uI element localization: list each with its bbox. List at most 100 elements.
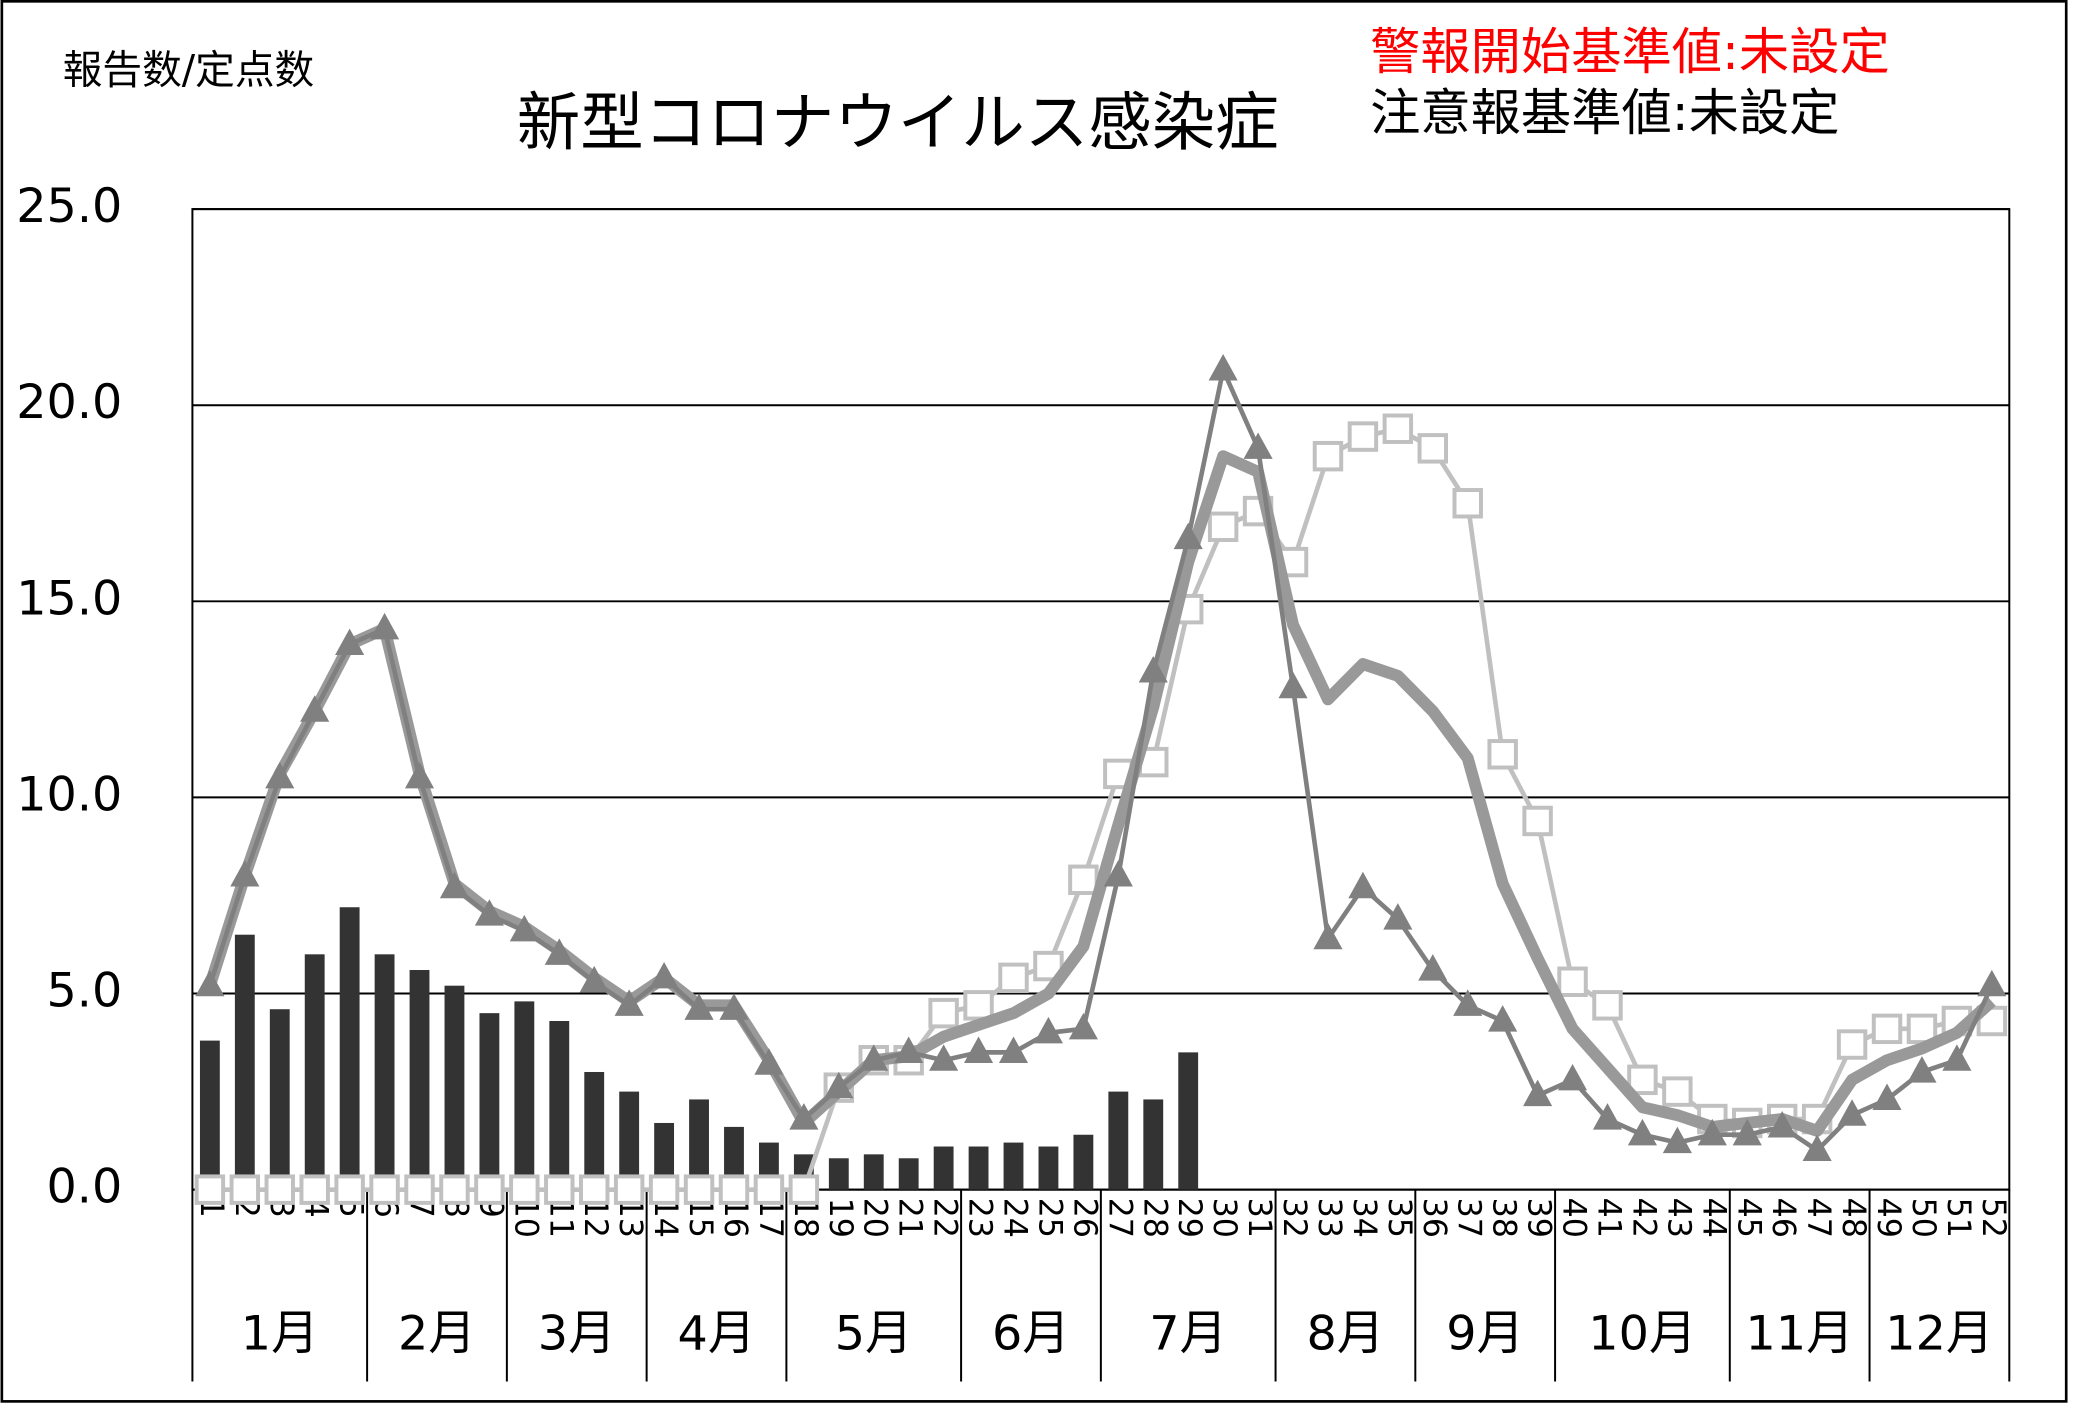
annotation: 注意報基準値:未設定 xyxy=(1370,83,1839,142)
y-axis-label: 報告数/定点数 xyxy=(63,47,315,93)
marker xyxy=(1592,990,1623,1021)
marker xyxy=(1383,903,1413,930)
marker xyxy=(195,969,225,997)
bar xyxy=(1038,1146,1059,1190)
y-tick-label: 10.0 xyxy=(16,767,122,822)
marker xyxy=(1452,488,1483,519)
x-tick-label: 35 xyxy=(1381,1198,1417,1238)
bar xyxy=(1178,1052,1199,1190)
bar xyxy=(1073,1134,1094,1190)
marker xyxy=(683,1174,715,1205)
annotation: 警報開始基準値:未設定 xyxy=(1370,22,1890,81)
x-tick-label: 41 xyxy=(1590,1198,1626,1238)
marker xyxy=(719,993,749,1020)
bar xyxy=(584,1071,605,1190)
marker xyxy=(1173,522,1203,550)
x-tick-label: 40 xyxy=(1556,1198,1592,1238)
marker xyxy=(1907,1056,1937,1083)
marker xyxy=(1243,432,1273,459)
marker xyxy=(1977,969,2007,997)
marker xyxy=(964,1036,994,1063)
marker xyxy=(265,761,295,789)
x-tick-label: 32 xyxy=(1276,1198,1312,1238)
marker xyxy=(1942,1044,1972,1071)
bar xyxy=(968,1146,989,1190)
bar xyxy=(339,907,360,1190)
month-label: 1月 xyxy=(241,1307,319,1362)
x-tick-label: 21 xyxy=(892,1198,928,1238)
marker xyxy=(404,761,435,789)
month-label: 6月 xyxy=(992,1307,1070,1362)
bar xyxy=(269,1009,290,1190)
x-tick-label: 43 xyxy=(1660,1198,1696,1238)
marker xyxy=(1837,1099,1867,1126)
bar xyxy=(199,1040,220,1190)
marker xyxy=(1312,440,1344,472)
marker xyxy=(264,1174,295,1205)
marker xyxy=(824,1071,854,1099)
bar xyxy=(863,1154,884,1190)
marker xyxy=(1418,954,1448,981)
marker xyxy=(1313,922,1343,950)
marker xyxy=(1348,871,1378,899)
bar xyxy=(654,1122,675,1190)
marker xyxy=(859,1044,889,1071)
marker xyxy=(474,899,504,926)
marker xyxy=(335,628,365,656)
x-tick-label: 19 xyxy=(822,1198,858,1238)
y-tick-label: 5.0 xyxy=(47,964,123,1019)
plot-area xyxy=(191,208,2011,1191)
marker xyxy=(1068,1012,1098,1040)
bar xyxy=(1003,1142,1024,1190)
marker xyxy=(928,997,959,1029)
x-tick-label: 20 xyxy=(857,1198,893,1238)
x-tick-label: 36 xyxy=(1416,1198,1452,1238)
month-label: 11月 xyxy=(1746,1307,1854,1362)
marker xyxy=(1523,1079,1553,1107)
marker xyxy=(894,1036,924,1063)
marker xyxy=(1662,1126,1692,1154)
marker xyxy=(509,1174,540,1205)
marker xyxy=(998,1036,1029,1063)
bar xyxy=(933,1146,954,1190)
bar xyxy=(619,1091,640,1190)
marker xyxy=(649,961,679,989)
marker xyxy=(788,1174,820,1205)
marker xyxy=(1662,1076,1693,1107)
chart-title: 新型コロナウイルス感染症 xyxy=(517,86,1279,160)
bar xyxy=(374,954,395,1190)
marker xyxy=(1487,739,1518,770)
marker xyxy=(1208,354,1238,381)
marker xyxy=(1627,1118,1657,1146)
bar xyxy=(549,1020,570,1190)
marker xyxy=(1417,433,1449,464)
x-tick-label: 27 xyxy=(1101,1198,1137,1238)
line xyxy=(207,367,1994,1153)
marker xyxy=(439,1174,470,1205)
x-tick-label: 34 xyxy=(1346,1198,1382,1238)
x-tick-label: 31 xyxy=(1241,1198,1277,1238)
marker xyxy=(1697,1118,1727,1146)
marker xyxy=(509,914,539,942)
marker xyxy=(299,1174,330,1205)
month-label: 7月 xyxy=(1149,1307,1227,1362)
x-tick-label: 44 xyxy=(1695,1198,1731,1238)
bar xyxy=(689,1099,709,1190)
x-tick-label: 33 xyxy=(1311,1198,1347,1238)
x-tick-label: 50 xyxy=(1905,1198,1941,1238)
marker xyxy=(369,1174,400,1205)
marker xyxy=(1347,421,1379,452)
month-label: 3月 xyxy=(538,1307,616,1362)
bar xyxy=(898,1158,919,1190)
x-tick-label: 51 xyxy=(1940,1198,1976,1238)
x-tick-label: 45 xyxy=(1730,1198,1766,1238)
marker xyxy=(1103,859,1133,887)
marker xyxy=(1592,1103,1623,1130)
marker xyxy=(1207,511,1239,543)
x-tick-label: 38 xyxy=(1486,1198,1522,1238)
marker xyxy=(1522,805,1553,837)
marker xyxy=(753,1174,785,1205)
bar xyxy=(1143,1099,1164,1190)
